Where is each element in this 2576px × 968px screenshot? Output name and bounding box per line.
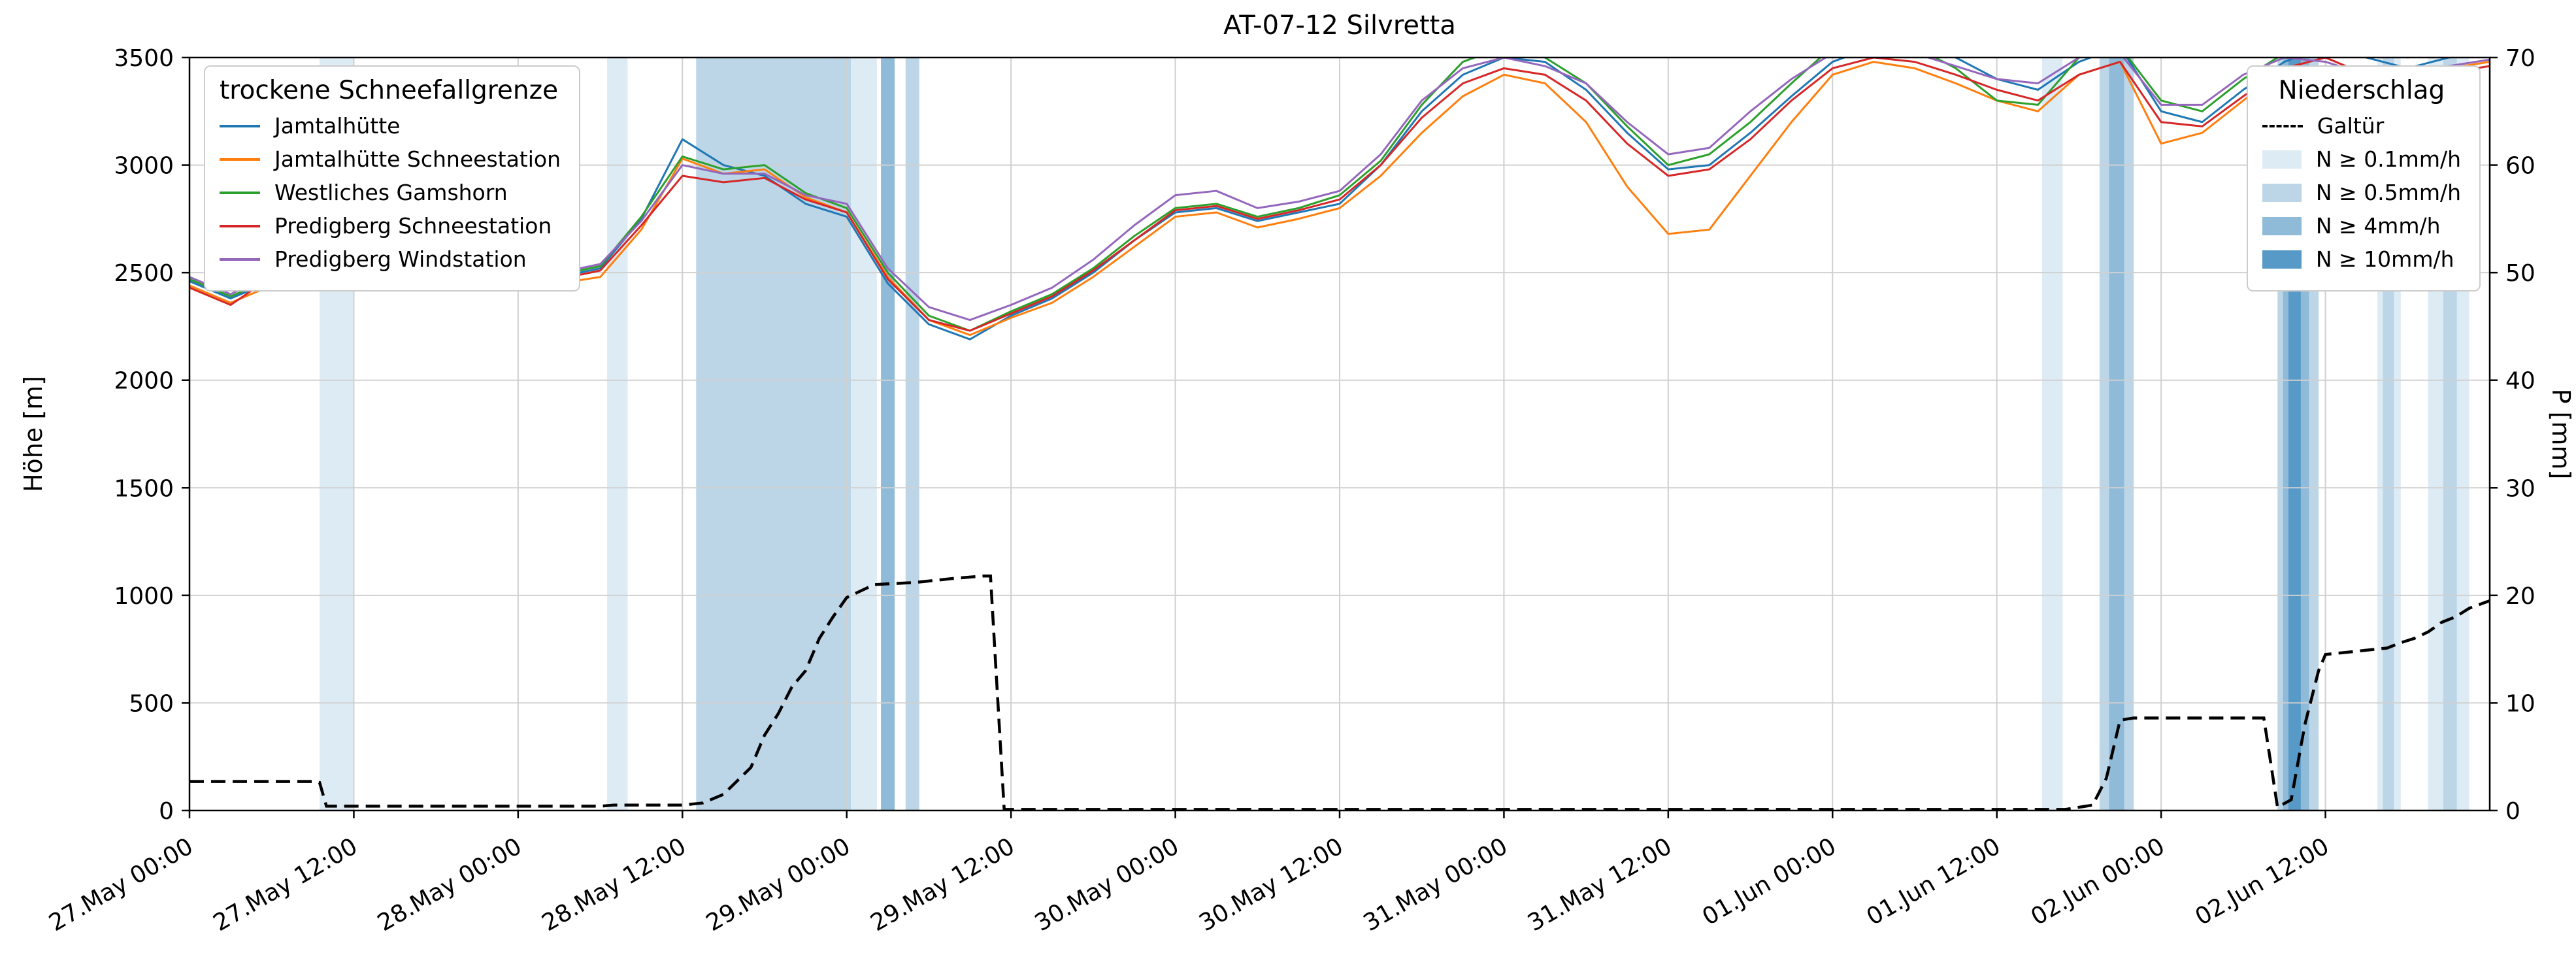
svg-text:31.May 12:00: 31.May 12:00 — [1523, 833, 1676, 937]
legend-label-westliches-gamshorn: Westliches Gamshorn — [274, 180, 508, 205]
y-axis-right-title: P [mm] — [2547, 389, 2575, 480]
svg-text:02.Jun 12:00: 02.Jun 12:00 — [2191, 833, 2334, 931]
dashed-line-swatch-galtuer — [2262, 124, 2303, 127]
line-swatch-predigberg-schneestation — [220, 224, 260, 227]
svg-text:10: 10 — [2505, 690, 2535, 717]
svg-text:2000: 2000 — [114, 368, 174, 395]
svg-text:3000: 3000 — [114, 153, 174, 180]
svg-text:30.May 00:00: 30.May 00:00 — [1031, 833, 1183, 937]
precip-band — [881, 58, 895, 810]
patch-swatch-precip-05 — [2262, 183, 2302, 202]
line-swatch-predigberg-windstation — [220, 258, 260, 261]
precip-band — [607, 58, 628, 810]
precip-bands — [320, 58, 2469, 810]
line-swatch-westliches-gamshorn — [220, 191, 260, 194]
svg-text:02.Jun 00:00: 02.Jun 00:00 — [2026, 833, 2170, 931]
svg-text:01.Jun 12:00: 01.Jun 12:00 — [1862, 833, 2006, 931]
svg-text:3500: 3500 — [114, 45, 174, 72]
svg-text:2500: 2500 — [114, 260, 174, 287]
svg-text:40: 40 — [2505, 368, 2535, 395]
patch-swatch-precip-01 — [2262, 150, 2302, 169]
svg-text:27.May 12:00: 27.May 12:00 — [209, 833, 362, 937]
precip-band — [905, 58, 919, 810]
legend-item-westliches-gamshorn: Westliches Gamshorn — [220, 180, 561, 205]
svg-text:1500: 1500 — [114, 475, 174, 502]
legend-item-jamtalhuette-schneestation: Jamtalhütte Schneestation — [220, 146, 561, 172]
galtuer-line — [190, 574, 2490, 810]
legend-item-jamtalhuette: Jamtalhütte — [220, 113, 561, 139]
legend-label-jamtalhuette: Jamtalhütte — [274, 113, 401, 139]
legend-label-precip-01: N ≥ 0.1mm/h — [2315, 146, 2461, 172]
legend-label-predigberg-windstation: Predigberg Windstation — [274, 246, 527, 272]
legend-snowline-title: trockene Schneefallgrenze — [220, 76, 559, 105]
chart-title: AT-07-12 Silvretta — [1223, 10, 1456, 41]
legend-item-precip-4: N ≥ 4mm/h — [2262, 213, 2461, 239]
svg-text:30.May 12:00: 30.May 12:00 — [1195, 833, 1347, 937]
svg-text:29.May 00:00: 29.May 00:00 — [702, 833, 855, 937]
legend-precip: Niederschlag Galtür N ≥ 0.1mm/h N ≥ 0.5m… — [2246, 65, 2481, 292]
legend-item-precip-10: N ≥ 10mm/h — [2262, 246, 2461, 272]
svg-text:28.May 00:00: 28.May 00:00 — [373, 833, 526, 937]
legend-label-galtuer: Galtür — [2317, 113, 2385, 139]
legend-precip-title: Niederschlag — [2278, 76, 2445, 105]
precip-band — [2041, 58, 2063, 810]
legend-label-predigberg-schneestation: Predigberg Schneestation — [274, 213, 552, 239]
svg-text:20: 20 — [2505, 583, 2535, 610]
legend-item-predigberg-schneestation: Predigberg Schneestation — [220, 213, 561, 239]
svg-text:0: 0 — [159, 798, 174, 825]
svg-text:60: 60 — [2505, 153, 2535, 180]
svg-text:27.May 00:00: 27.May 00:00 — [44, 833, 197, 937]
legend-label-precip-4: N ≥ 4mm/h — [2315, 213, 2441, 239]
svg-text:29.May 12:00: 29.May 12:00 — [866, 833, 1019, 937]
svg-text:70: 70 — [2505, 45, 2535, 72]
patch-swatch-precip-4 — [2262, 216, 2302, 235]
legend-label-jamtalhuette-schneestation: Jamtalhütte Schneestation — [274, 146, 561, 172]
legend-item-precip-05: N ≥ 0.5mm/h — [2262, 180, 2461, 205]
y-axis-left-title: Höhe [m] — [19, 376, 48, 492]
line-swatch-jamtalhuette — [220, 124, 260, 127]
svg-text:50: 50 — [2505, 260, 2535, 287]
legend-item-precip-01: N ≥ 0.1mm/h — [2262, 146, 2461, 172]
svg-text:1000: 1000 — [114, 583, 174, 610]
legend-item-galtuer: Galtür — [2262, 113, 2461, 139]
precip-band — [851, 58, 877, 810]
svg-text:31.May 00:00: 31.May 00:00 — [1359, 833, 1512, 937]
svg-text:01.Jun 00:00: 01.Jun 00:00 — [1698, 833, 1841, 931]
axis-ticks — [182, 56, 2498, 818]
svg-text:500: 500 — [129, 690, 174, 717]
svg-text:28.May 12:00: 28.May 12:00 — [537, 833, 690, 937]
svg-text:30: 30 — [2505, 475, 2535, 502]
legend-snowline: trockene Schneefallgrenze Jamtalhütte Ja… — [204, 65, 581, 292]
legend-label-precip-05: N ≥ 0.5mm/h — [2315, 180, 2461, 205]
patch-swatch-precip-10 — [2262, 250, 2302, 269]
line-swatch-jamtalhuette-schneestation — [220, 158, 260, 161]
precip-band — [2109, 58, 2124, 810]
svg-text:0: 0 — [2505, 798, 2520, 825]
legend-item-predigberg-windstation: Predigberg Windstation — [220, 246, 561, 272]
legend-label-precip-10: N ≥ 10mm/h — [2315, 246, 2454, 272]
